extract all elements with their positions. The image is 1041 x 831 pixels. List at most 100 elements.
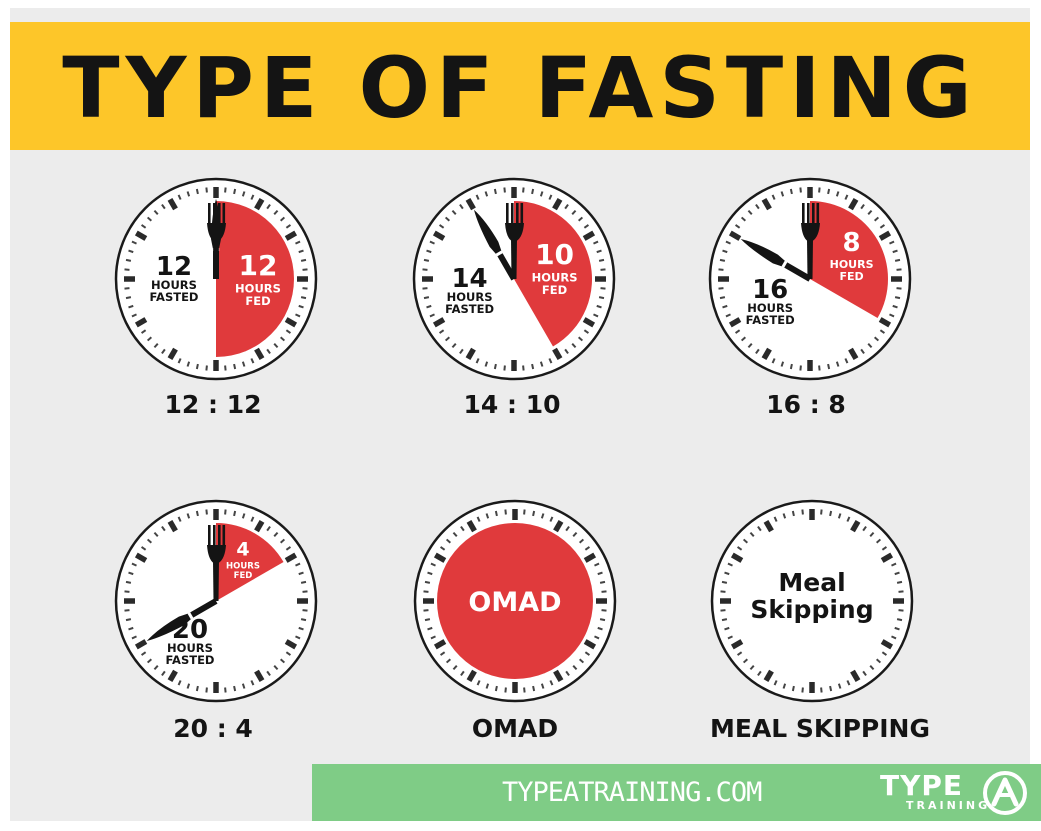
brand-mark: TYPE TRAINING [878,770,1038,816]
minute-tick [140,224,147,229]
minute-tick [601,609,607,612]
minute-tick [205,365,208,371]
minute-tick [177,358,182,364]
minute-tick [773,516,778,522]
hour-tick [583,552,597,563]
minute-tick [789,363,793,370]
minute-tick [584,546,591,551]
minute-tick [891,562,897,567]
hour-tick [582,317,596,328]
minute-tick [721,618,728,622]
minute-tick [186,683,191,689]
minute-tick [177,194,182,200]
minute-tick [799,187,802,193]
minute-tick [889,313,895,318]
minute-tick [128,571,134,576]
meal-label-line2: Skipping [750,595,873,624]
minute-tick [295,635,301,640]
minute-tick [298,571,304,576]
minute-tick [131,240,137,245]
minute-tick [426,249,432,254]
minute-tick [523,687,526,693]
minute-tick [594,635,600,640]
hour-tick [850,669,861,683]
minute-tick [873,336,880,342]
minute-tick [539,191,544,197]
minute-tick [430,635,436,640]
page-title: TYPE OF FASTING [62,39,978,137]
minute-tick [451,209,457,216]
title-banner: TYPE OF FASTING [10,22,1030,150]
minute-tick [233,510,237,517]
minute-tick [300,580,307,584]
minute-tick [285,224,292,229]
minute-tick [522,365,525,371]
minute-tick [881,546,888,551]
minute-tick [896,580,903,584]
minute-tick [426,304,432,309]
minute-tick [523,509,526,515]
hour-tick [134,317,148,328]
hour-tick [552,197,563,211]
minute-tick [445,538,452,544]
minute-tick [719,296,726,300]
minute-tick [725,313,731,318]
website-link[interactable]: TYPEATRAINING.COM [502,777,762,808]
minute-tick [503,365,506,371]
minute-tick [279,216,286,222]
minute-tick [140,329,147,334]
fed-hours-number: 10 [535,238,574,271]
minute-tick [300,296,307,300]
fasted-hours-unit: HOURS [447,290,493,304]
minute-tick [867,209,873,216]
minute-tick [195,510,199,517]
minute-tick [597,626,603,631]
minute-tick [131,635,137,640]
fed-full-circle [437,523,593,679]
hour-tick [761,197,772,211]
minute-tick [879,224,886,229]
fasted-hours-unit: HOURS [167,641,213,655]
minute-tick [742,538,749,544]
minute-tick [846,680,851,686]
hour-tick [728,317,742,328]
fasted-hours-number: 20 [172,615,208,645]
hour-tick [254,669,265,683]
minute-tick [549,516,554,522]
minute-tick [818,187,821,193]
minute-tick [460,525,465,532]
minute-tick [749,664,755,671]
minute-tick [241,683,246,689]
hour-tick [134,552,148,563]
minute-tick [539,361,544,367]
hour-tick [763,519,774,533]
minute-tick [439,651,446,656]
minute-tick [734,224,741,229]
clock-face [710,499,914,703]
hour-tick [284,639,298,650]
minute-tick [128,626,134,631]
caption-14-10: 14 : 10 [463,390,561,419]
minute-tick [250,516,255,522]
minute-tick [186,191,191,197]
knife-hand-icon [474,209,517,281]
minute-tick [721,580,728,584]
minute-tick [279,658,286,664]
minute-tick [452,664,458,671]
minute-tick [298,626,304,631]
hour-tick [763,669,774,683]
minute-tick [844,358,849,364]
caption-12-12: 12 : 12 [164,390,262,419]
minute-tick [241,191,246,197]
brand-name: TYPE [880,769,964,802]
meal-label-line1: Meal [778,568,845,597]
minute-tick [302,609,308,612]
minute-tick [565,670,570,677]
minute-tick [727,562,733,567]
minute-tick [503,187,506,193]
minute-tick [205,187,208,193]
minute-tick [224,187,227,193]
minute-tick [835,191,840,197]
